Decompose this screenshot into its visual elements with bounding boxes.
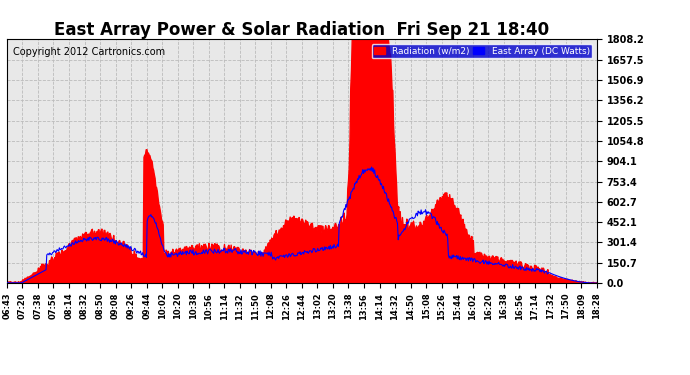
Text: Copyright 2012 Cartronics.com: Copyright 2012 Cartronics.com xyxy=(13,47,165,57)
Legend: Radiation (w/m2), East Array (DC Watts): Radiation (w/m2), East Array (DC Watts) xyxy=(372,44,592,58)
Title: East Array Power & Solar Radiation  Fri Sep 21 18:40: East Array Power & Solar Radiation Fri S… xyxy=(55,21,549,39)
